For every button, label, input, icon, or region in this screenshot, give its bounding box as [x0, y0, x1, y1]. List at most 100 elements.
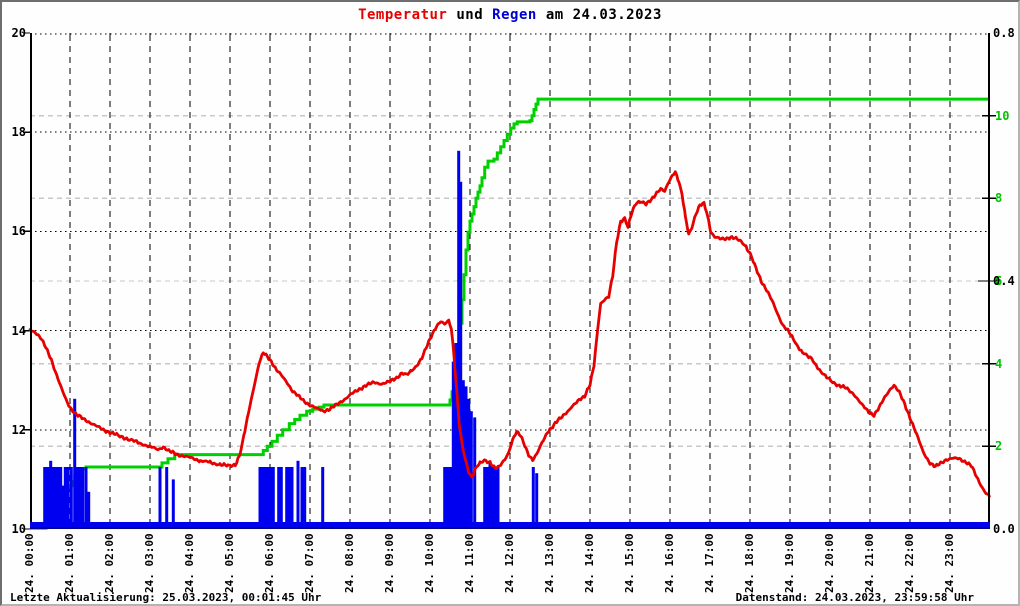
x-axis-hour-label: 24. 17:00 [703, 533, 716, 593]
rain-bar [300, 467, 304, 529]
y-axis-right-cumulative-label: 10 [995, 108, 1010, 123]
y-axis-right-cumulative-label: 6 [995, 274, 1003, 288]
rain-bar [271, 467, 275, 529]
data-state-text: Datenstand: 24.03.2023, 23:59:58 Uhr [735, 591, 974, 604]
rain-bar [290, 467, 294, 529]
rain-bar [277, 467, 281, 529]
rain-bar [258, 467, 262, 529]
title-regen: Regen [492, 7, 537, 23]
y-axis-left-label: 14 [11, 323, 26, 338]
x-axis-hour-label: 24. 22:00 [903, 533, 916, 593]
rain-bar [303, 467, 307, 529]
x-axis-hour-label: 24. 08:00 [343, 533, 356, 593]
rain-bar [43, 467, 47, 529]
x-axis-hour-label: 24. 10:00 [423, 533, 436, 593]
temperature-line [28, 170, 991, 498]
rain-bar [485, 467, 489, 529]
rain-bar [454, 343, 458, 529]
rain-bar [53, 467, 57, 529]
x-axis-hour-label: 24. 14:00 [583, 533, 596, 593]
x-axis-hour-label: 24. 07:00 [303, 533, 316, 593]
rain-bar [445, 467, 449, 529]
rain-bar [84, 467, 88, 529]
rain-bar [488, 460, 492, 529]
rain-bar [483, 467, 487, 529]
rain-bar [47, 467, 51, 529]
x-axis-hour-label: 24. 16:00 [663, 533, 676, 593]
y-axis-right-cumulative-label: 2 [995, 439, 1003, 454]
x-axis-hour-label: 24. 12:00 [503, 533, 516, 593]
rain-bar [447, 467, 451, 529]
rain-bar [61, 485, 65, 529]
rain-bar [59, 467, 63, 529]
x-axis-hour-label: 24. 01:00 [63, 533, 76, 593]
rain-bar [57, 467, 61, 529]
rain-bar [165, 467, 169, 529]
y-axis-right-cumulative-label: 4 [995, 356, 1003, 371]
rain-bar [266, 467, 270, 529]
x-axis-hour-label: 24. 19:00 [783, 533, 796, 593]
rain-bar [87, 491, 91, 529]
rain-bar [469, 411, 473, 529]
rain-bar [78, 467, 82, 529]
rain-bar [457, 150, 461, 530]
x-axis-hour-label: 24. 05:00 [223, 533, 236, 593]
x-axis-hour-label: 24. 20:00 [823, 533, 836, 593]
rain-bar [279, 467, 283, 529]
rain-bar [51, 467, 55, 529]
y-axis-left-label: 12 [11, 422, 26, 437]
y-axis-left-label: 20 [11, 26, 26, 40]
rain-bar [69, 467, 73, 529]
rain-bar [451, 361, 455, 529]
y-axis-left-label: 16 [11, 224, 26, 239]
y-axis-right-rain-label: 0.8 [993, 26, 1015, 40]
rain-bar [535, 473, 539, 529]
rain-bar [49, 460, 53, 529]
rain-bar [171, 479, 175, 529]
x-axis-hour-label: 24. 04:00 [183, 533, 196, 593]
x-axis-hour-label: 24. 03:00 [143, 533, 156, 593]
rain-bar [75, 467, 79, 529]
y-axis-right-cumulative-label: 6 [995, 274, 1003, 288]
y-axis-right-rain-label: 0.4 [993, 274, 1015, 288]
last-update-text: Letzte Aktualisierung: 25.03.2023, 00:01… [10, 591, 322, 604]
y-axis-left-label: 18 [11, 125, 26, 140]
rain-bar [63, 467, 67, 529]
rain-bar [81, 467, 85, 529]
title-temperatur: Temperatur [358, 7, 448, 23]
title-date: am 24.03.2023 [545, 7, 662, 23]
rain-bar [45, 467, 49, 529]
title-und: und [456, 7, 484, 23]
rain-bar [55, 467, 59, 529]
rain-bar [263, 467, 267, 529]
y-axis-left-label: 10 [11, 522, 26, 536]
x-axis-hour-label: 24. 15:00 [623, 533, 636, 593]
rain-bar [321, 467, 325, 529]
rain-bar [285, 467, 289, 529]
rain-baseline-shadow [30, 527, 990, 529]
rain-bar [443, 467, 447, 529]
rain-bar [459, 181, 463, 530]
rain-bar [73, 398, 77, 529]
rain-baseline [30, 522, 990, 527]
rain-bar [66, 467, 70, 529]
rain-bar [158, 467, 162, 529]
rain-bar [531, 467, 535, 529]
x-axis-hour-label: 24. 18:00 [743, 533, 756, 593]
chart-title: Temperatur und Regen am 24.03.2023 [2, 7, 1018, 23]
rain-bar [496, 467, 500, 529]
y-axis-right-rain-label: 0.0 [993, 522, 1015, 536]
x-axis-hour-label: 24. 02:00 [103, 533, 116, 593]
x-axis-hour-label: 24. 21:00 [863, 533, 876, 593]
rain-bar [467, 398, 471, 529]
x-axis-hour-label: 24. 00:00 [23, 533, 36, 593]
chart-canvas [23, 32, 996, 530]
x-axis-hour-label: 24. 11:00 [463, 533, 476, 593]
rain-bar [449, 467, 453, 529]
rain-bar [493, 467, 497, 529]
rain-bar [296, 460, 300, 529]
x-axis-hour-label: 24. 09:00 [383, 533, 396, 593]
rain-bar [287, 467, 291, 529]
